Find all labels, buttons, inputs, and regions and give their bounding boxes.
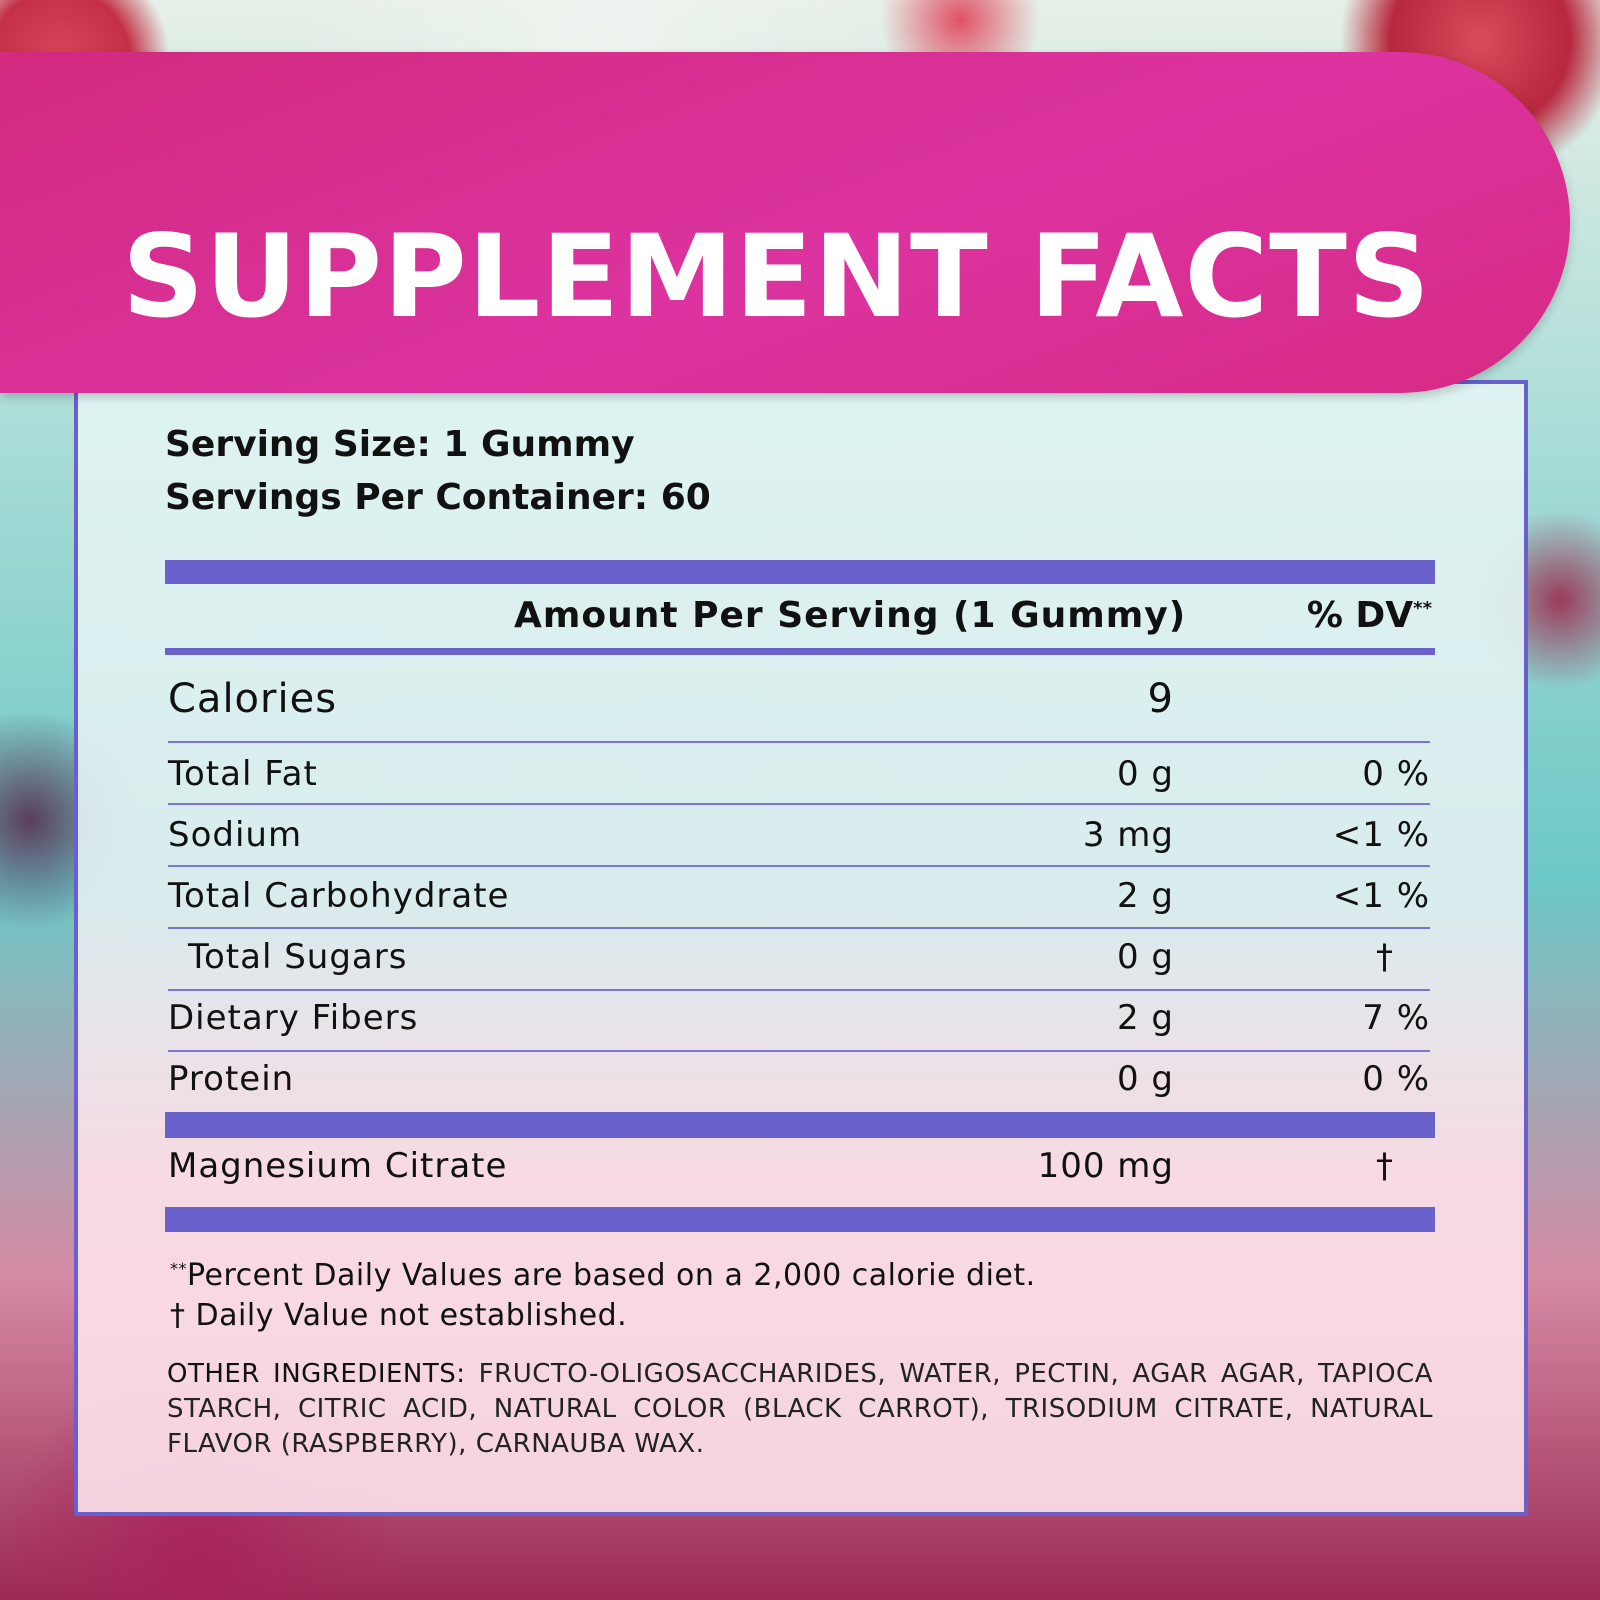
servings-per-container: Servings Per Container: 60	[165, 477, 711, 518]
dv-header-mark: **	[1413, 598, 1432, 619]
nutrient-name: Dietary Fibers	[168, 998, 419, 1038]
divider	[168, 741, 1430, 743]
nutrient-row: Protein 0 g 0 %	[168, 1059, 1432, 1109]
calories-label: Calories	[168, 676, 338, 722]
active-divider-bar	[165, 1112, 1435, 1138]
active-amount: 100 mg	[1037, 1146, 1174, 1186]
nutrient-amount: 2 g	[1116, 998, 1174, 1038]
dv-header-label: % DV	[1306, 595, 1414, 636]
divider	[168, 927, 1430, 929]
nutrient-amount: 2 g	[1116, 876, 1174, 916]
dv-header: % DV**	[1307, 595, 1432, 636]
nutrient-amount: 0 g	[1116, 754, 1174, 794]
bottom-divider-bar	[165, 1207, 1435, 1232]
nutrient-name: Total Carbohydrate	[168, 876, 510, 916]
title-banner: SUPPLEMENT FACTS	[0, 52, 1570, 393]
footnote-percent-text: Percent Daily Values are based on a 2,00…	[187, 1258, 1036, 1293]
other-ingredients-text: FRUCTO-OLIGOSACCHARIDES, WATER, PECTIN, …	[167, 1359, 1433, 1459]
footnote-mark: **	[170, 1259, 187, 1278]
nutrient-name: Protein	[168, 1059, 295, 1099]
divider	[168, 803, 1430, 805]
nutrient-row: Total Carbohydrate 2 g <1 %	[168, 876, 1432, 926]
header-divider-bar	[165, 648, 1435, 655]
nutrient-dv: 0 %	[1362, 754, 1430, 794]
nutrient-amount: 0 g	[1116, 1059, 1174, 1099]
nutrient-dv: †	[1376, 937, 1394, 977]
active-name: Magnesium Citrate	[168, 1146, 508, 1186]
calories-value: 9	[1147, 676, 1174, 722]
divider	[168, 1050, 1430, 1052]
footnote-dagger: † Daily Value not established.	[170, 1298, 628, 1333]
nutrient-name: Sodium	[168, 815, 303, 855]
nutrient-row: Dietary Fibers 2 g 7 %	[168, 998, 1432, 1048]
top-divider-bar	[165, 560, 1435, 584]
nutrient-amount: 3 mg	[1082, 815, 1174, 855]
divider	[168, 865, 1430, 867]
nutrient-dv: 0 %	[1362, 1059, 1430, 1099]
active-dv: †	[1376, 1146, 1394, 1186]
nutrient-name: Total Sugars	[188, 937, 408, 977]
nutrient-amount: 0 g	[1116, 937, 1174, 977]
nutrient-dv: <1 %	[1332, 815, 1430, 855]
other-ingredients: OTHER INGREDIENTS: FRUCTO-OLIGOSACCHARID…	[167, 1357, 1433, 1462]
nutrient-dv: <1 %	[1332, 876, 1430, 916]
nutrient-dv: 7 %	[1362, 998, 1430, 1038]
nutrient-name: Total Fat	[168, 754, 318, 794]
other-ingredients-label: OTHER INGREDIENTS:	[167, 1359, 466, 1389]
serving-size: Serving Size: 1 Gummy	[165, 424, 635, 465]
amount-header: Amount Per Serving (1 Gummy)	[514, 595, 1187, 636]
nutrient-row: Total Sugars 0 g †	[168, 937, 1432, 987]
page-title: SUPPLEMENT FACTS	[122, 210, 1432, 343]
divider	[168, 989, 1430, 991]
calories-row: Calories 9	[168, 676, 1432, 726]
footnote-percent: **Percent Daily Values are based on a 2,…	[170, 1258, 1036, 1293]
active-ingredient-row: Magnesium Citrate 100 mg †	[168, 1146, 1432, 1196]
nutrient-row: Total Fat 0 g 0 %	[168, 754, 1432, 804]
nutrient-row: Sodium 3 mg <1 %	[168, 815, 1432, 865]
